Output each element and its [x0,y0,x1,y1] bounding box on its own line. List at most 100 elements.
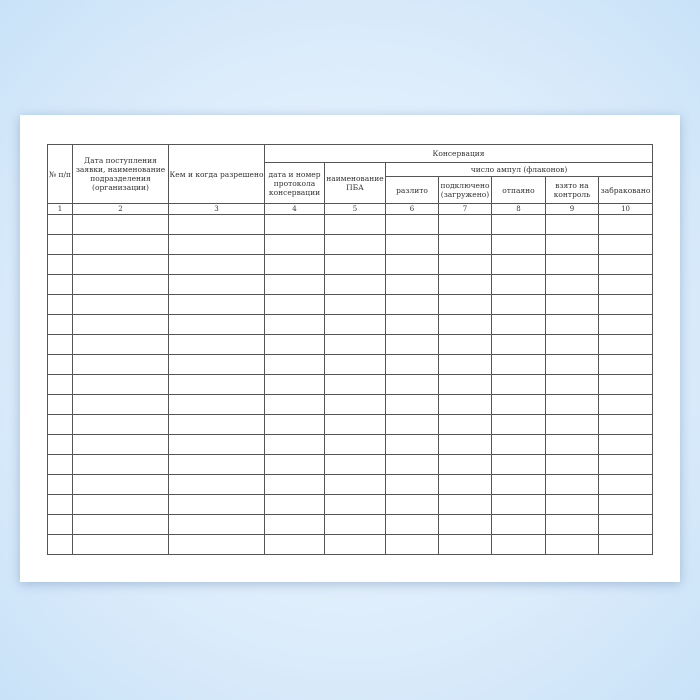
table-cell[interactable] [264,474,325,495]
table-cell[interactable] [47,414,73,435]
table-cell[interactable] [438,414,492,435]
table-cell[interactable] [491,354,546,375]
table-cell[interactable] [47,434,73,455]
table-cell[interactable] [385,234,439,255]
table-cell[interactable] [545,454,599,475]
table-cell[interactable] [264,334,325,355]
table-cell[interactable] [168,434,265,455]
table-cell[interactable] [47,374,73,395]
table-cell[interactable] [324,434,386,455]
table-cell[interactable] [545,434,599,455]
table-cell[interactable] [597,274,654,295]
table-cell[interactable] [72,334,169,355]
table-cell[interactable] [597,534,654,555]
table-cell[interactable] [491,334,546,355]
table-cell[interactable] [597,414,654,435]
table-cell[interactable] [72,214,169,235]
table-cell[interactable] [385,434,439,455]
table-cell[interactable] [597,454,654,475]
table-cell[interactable] [438,334,492,355]
table-cell[interactable] [168,414,265,435]
table-cell[interactable] [385,394,439,415]
table-cell[interactable] [324,534,386,555]
table-cell[interactable] [438,534,492,555]
table-cell[interactable] [438,314,492,335]
table-cell[interactable] [168,294,265,315]
table-cell[interactable] [385,314,439,335]
table-cell[interactable] [491,534,546,555]
table-cell[interactable] [168,514,265,535]
table-cell[interactable] [438,234,492,255]
table-cell[interactable] [545,414,599,435]
table-cell[interactable] [72,294,169,315]
table-cell[interactable] [324,394,386,415]
table-cell[interactable] [597,374,654,395]
table-cell[interactable] [385,274,439,295]
table-cell[interactable] [385,514,439,535]
table-cell[interactable] [597,474,654,495]
table-cell[interactable] [264,234,325,255]
table-cell[interactable] [47,454,73,475]
table-cell[interactable] [72,454,169,475]
table-cell[interactable] [47,314,73,335]
table-cell[interactable] [72,434,169,455]
table-cell[interactable] [168,474,265,495]
table-cell[interactable] [491,234,546,255]
table-cell[interactable] [168,234,265,255]
table-cell[interactable] [264,534,325,555]
table-cell[interactable] [168,274,265,295]
table-cell[interactable] [47,274,73,295]
table-cell[interactable] [47,294,73,315]
table-cell[interactable] [324,274,386,295]
table-cell[interactable] [324,214,386,235]
table-cell[interactable] [72,494,169,515]
table-cell[interactable] [491,254,546,275]
table-cell[interactable] [168,534,265,555]
table-cell[interactable] [491,294,546,315]
table-cell[interactable] [545,534,599,555]
table-cell[interactable] [438,214,492,235]
table-cell[interactable] [72,514,169,535]
table-cell[interactable] [491,394,546,415]
table-cell[interactable] [324,254,386,275]
table-cell[interactable] [438,254,492,275]
table-cell[interactable] [545,274,599,295]
table-cell[interactable] [438,514,492,535]
table-cell[interactable] [438,274,492,295]
table-cell[interactable] [264,214,325,235]
table-cell[interactable] [438,374,492,395]
table-cell[interactable] [72,474,169,495]
table-cell[interactable] [597,334,654,355]
table-cell[interactable] [324,354,386,375]
table-cell[interactable] [47,214,73,235]
table-cell[interactable] [264,254,325,275]
table-cell[interactable] [545,514,599,535]
table-cell[interactable] [491,494,546,515]
table-cell[interactable] [168,354,265,375]
table-cell[interactable] [264,354,325,375]
table-cell[interactable] [264,294,325,315]
table-cell[interactable] [385,414,439,435]
table-cell[interactable] [545,314,599,335]
table-cell[interactable] [491,274,546,295]
table-cell[interactable] [491,454,546,475]
table-cell[interactable] [324,414,386,435]
table-cell[interactable] [597,234,654,255]
table-cell[interactable] [72,254,169,275]
table-cell[interactable] [545,294,599,315]
table-cell[interactable] [597,314,654,335]
table-cell[interactable] [597,394,654,415]
table-cell[interactable] [491,514,546,535]
table-cell[interactable] [264,374,325,395]
table-cell[interactable] [385,374,439,395]
table-cell[interactable] [491,374,546,395]
table-cell[interactable] [385,454,439,475]
table-cell[interactable] [72,274,169,295]
table-cell[interactable] [324,294,386,315]
table-cell[interactable] [47,514,73,535]
table-cell[interactable] [264,274,325,295]
table-cell[interactable] [324,514,386,535]
table-cell[interactable] [72,534,169,555]
table-cell[interactable] [438,354,492,375]
table-cell[interactable] [491,214,546,235]
